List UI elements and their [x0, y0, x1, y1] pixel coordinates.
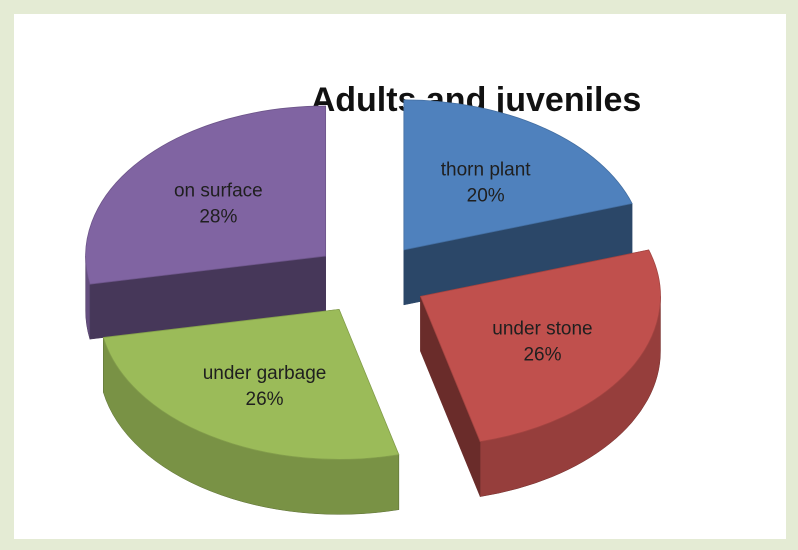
pie-chart: Adults and juveniles thorn plant20%under…: [85, 81, 661, 515]
slice-label: under stone: [492, 318, 592, 339]
pie-slice-top: [419, 249, 661, 443]
chart-frame: Adults and juveniles thorn plant 20% under…: [14, 14, 786, 539]
pie-slice-top: [403, 99, 633, 251]
pie-slice-top: [102, 308, 400, 460]
pie-slice-top: [85, 105, 327, 285]
pie-slice: [419, 249, 661, 497]
slice-label: thorn plant: [441, 159, 532, 180]
slice-percent-label: 26%: [523, 344, 561, 365]
pie-slice: [102, 308, 400, 515]
slice-label: on surface: [174, 181, 263, 202]
slice-percent-label: 20%: [467, 185, 505, 206]
slice-percent-label: 26%: [246, 389, 284, 410]
slice-label: under garbage: [203, 363, 327, 384]
pie-slice: [85, 105, 327, 340]
slice-percent-label: 28%: [199, 207, 237, 228]
